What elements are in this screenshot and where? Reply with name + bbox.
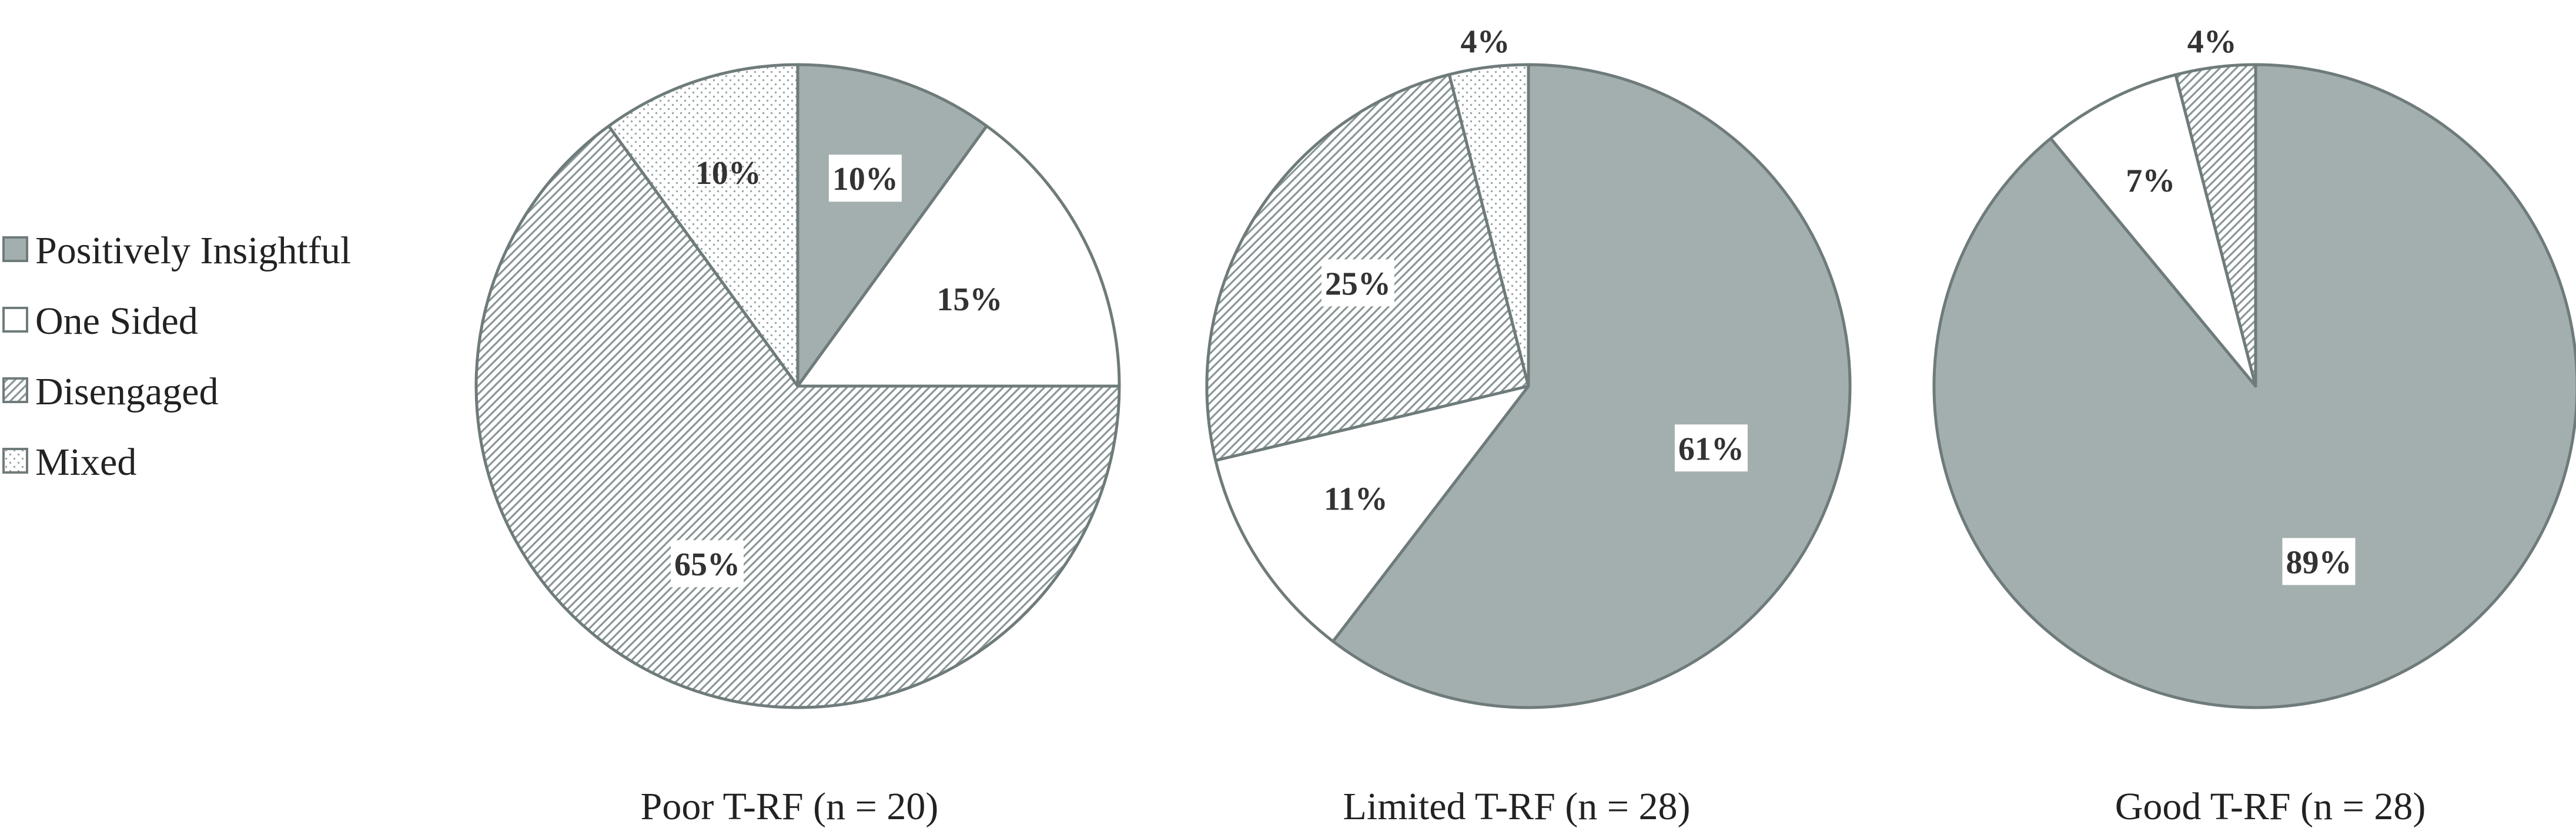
data-label-disengaged-box	[671, 540, 744, 588]
slice-disengaged	[2174, 63, 2257, 388]
pie-good-t-rf: 89% 7% 4%	[1932, 24, 2576, 709]
data-label-one-sided: 11%	[1324, 481, 1388, 518]
data-label-disengaged: 25%	[1325, 266, 1391, 302]
legend-item-positively-insightful: Positively Insightful	[2, 229, 351, 272]
data-label-positively-insightful: 10%	[832, 161, 898, 197]
legend-label-mixed: Mixed	[35, 441, 136, 484]
data-label-disengaged: 65%	[674, 547, 740, 583]
slice-mixed	[1447, 63, 1530, 388]
slice-one-sided	[1214, 384, 1530, 643]
legend-swatch-mixed	[2, 448, 28, 474]
data-label-positively-insightful: 61%	[1678, 431, 1744, 467]
legend: Positively Insightful One Sided Disengag…	[2, 229, 351, 484]
pie-poor-t-rf: 10% 15% 65% 10%	[474, 63, 1121, 709]
legend-label-one-sided: One Sided	[35, 300, 198, 343]
legend-label-positively-insightful: Positively Insightful	[35, 229, 351, 272]
data-label-positively-insightful-box	[2282, 538, 2356, 585]
legend-swatch-positively-insightful	[2, 236, 28, 262]
data-label-positively-insightful-box	[1674, 424, 1748, 472]
data-label-one-sided: 15%	[936, 281, 1002, 318]
caption-poor-t-rf: Poor T-RF (n = 20)	[641, 785, 939, 828]
slice-positively-insightful	[796, 63, 988, 388]
data-label-one-sided: 7%	[2126, 163, 2175, 199]
slice-one-sided	[796, 125, 1121, 388]
legend-swatch-one-sided	[2, 307, 28, 333]
pie-limited-t-rf: 61% 11% 25% 4%	[1205, 24, 1852, 709]
data-label-mixed: 4%	[1461, 24, 1510, 61]
legend-item-disengaged: Disengaged	[2, 370, 219, 413]
slice-positively-insightful	[1332, 63, 1852, 709]
data-label-mixed: 10%	[695, 155, 761, 192]
data-label-positively-insightful: 89%	[2286, 545, 2352, 581]
legend-label-disengaged: Disengaged	[35, 370, 219, 413]
slice-mixed	[607, 63, 799, 388]
legend-item-one-sided: One Sided	[2, 300, 198, 343]
slice-one-sided	[2049, 73, 2257, 388]
caption-limited-t-rf: Limited T-RF (n = 28)	[1343, 785, 1691, 828]
data-label-positively-insightful-box	[828, 155, 902, 202]
caption-good-t-rf: Good T-RF (n = 28)	[2115, 785, 2426, 828]
legend-swatch-disengaged	[2, 377, 28, 403]
legend-item-mixed: Mixed	[2, 441, 136, 484]
data-label-disengaged: 4%	[2187, 24, 2237, 61]
slice-disengaged	[474, 125, 1121, 709]
data-label-disengaged-box	[1321, 259, 1394, 307]
